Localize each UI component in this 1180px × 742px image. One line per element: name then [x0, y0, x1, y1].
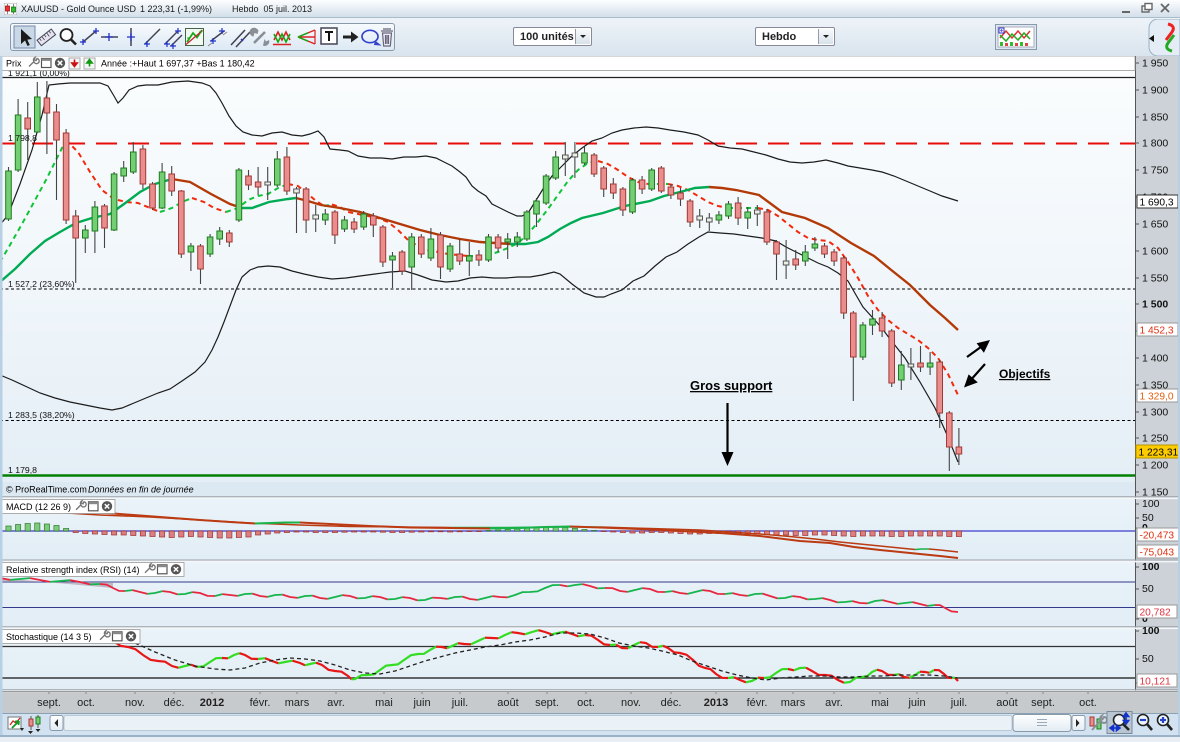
svg-text:100: 100 [1142, 498, 1160, 510]
svg-text:1 300: 1 300 [1142, 407, 1168, 419]
svg-text:juin: juin [907, 697, 925, 709]
svg-text:1 600: 1 600 [1142, 246, 1168, 258]
svg-text:1 921,1 (0,00%): 1 921,1 (0,00%) [8, 68, 70, 78]
svg-text:sept.: sept. [1031, 697, 1055, 709]
svg-text:mars: mars [781, 697, 806, 709]
svg-text:2012: 2012 [200, 697, 224, 709]
svg-text:© ProRealTime.com: © ProRealTime.com [6, 485, 87, 495]
svg-text:Relative strength index (RSI): Relative strength index (RSI) (14) [6, 565, 140, 575]
svg-text:févr.: févr. [747, 697, 768, 709]
svg-text:1 527,2 (23,60%): 1 527,2 (23,60%) [8, 279, 75, 289]
svg-text:juil.: juil. [451, 697, 469, 709]
svg-text:Année :+Haut 1 697,37 +Bas 1 1: Année :+Haut 1 697,37 +Bas 1 180,42 [101, 59, 255, 69]
svg-text:Objectifs: Objectifs [999, 367, 1051, 381]
svg-text:oct.: oct. [577, 697, 595, 709]
svg-text:nov.: nov. [621, 697, 641, 709]
svg-text:10,121: 10,121 [1140, 677, 1171, 688]
svg-text:févr.: févr. [250, 697, 271, 709]
svg-text:août: août [996, 697, 1017, 709]
svg-text:sept.: sept. [535, 697, 559, 709]
svg-text:1 850: 1 850 [1142, 112, 1168, 124]
svg-text:1 800: 1 800 [1142, 138, 1168, 150]
svg-text:-75,043: -75,043 [1140, 548, 1175, 559]
svg-text:sept.: sept. [37, 697, 61, 709]
svg-text:50: 50 [1142, 512, 1154, 524]
svg-text:nov.: nov. [125, 697, 145, 709]
svg-text:oct.: oct. [1079, 697, 1097, 709]
svg-text:1 400: 1 400 [1142, 353, 1168, 365]
svg-text:1 650: 1 650 [1142, 219, 1168, 231]
svg-text:déc.: déc. [164, 697, 185, 709]
svg-text:1 283,5 (38,20%): 1 283,5 (38,20%) [8, 410, 75, 420]
svg-text:1 500: 1 500 [1142, 299, 1168, 311]
svg-text:1 750: 1 750 [1142, 165, 1168, 177]
svg-text:juin: juin [412, 697, 430, 709]
svg-text:1 798,8: 1 798,8 [8, 133, 37, 143]
svg-text:oct.: oct. [77, 697, 95, 709]
svg-text:1 223,31: 1 223,31 [1139, 448, 1179, 459]
svg-text:2013: 2013 [704, 697, 728, 709]
svg-text:1 950: 1 950 [1142, 58, 1168, 70]
svg-text:mars: mars [285, 697, 310, 709]
svg-text:Données en fin de journée: Données en fin de journée [88, 485, 194, 495]
svg-text:100: 100 [1142, 625, 1160, 637]
svg-text:MACD (12 26 9): MACD (12 26 9) [6, 502, 71, 512]
svg-text:juil.: juil. [950, 697, 968, 709]
svg-text:100: 100 [1142, 561, 1160, 573]
svg-text:août: août [497, 697, 518, 709]
svg-text:déc.: déc. [661, 697, 682, 709]
svg-text:1 329,0: 1 329,0 [1140, 392, 1174, 403]
svg-text:1 550: 1 550 [1142, 273, 1168, 285]
svg-text:Stochastique (14 3 5): Stochastique (14 3 5) [6, 632, 92, 642]
svg-text:mai: mai [871, 697, 889, 709]
svg-text:1 179,8: 1 179,8 [8, 465, 37, 475]
svg-text:1 452,3: 1 452,3 [1140, 326, 1174, 337]
svg-text:avr.: avr. [825, 697, 843, 709]
svg-text:Gros support: Gros support [690, 378, 773, 393]
svg-text:50: 50 [1142, 653, 1154, 665]
svg-text:avr.: avr. [327, 697, 345, 709]
svg-text:0: 0 [1142, 613, 1148, 625]
svg-text:20,782: 20,782 [1140, 608, 1171, 619]
svg-text:-20,473: -20,473 [1140, 531, 1175, 542]
svg-text:1 690,3: 1 690,3 [1140, 198, 1174, 209]
svg-text:mai: mai [375, 697, 393, 709]
svg-text:50: 50 [1142, 583, 1154, 595]
svg-text:1 900: 1 900 [1142, 85, 1168, 97]
svg-text:Prix: Prix [6, 59, 22, 69]
svg-text:1 200: 1 200 [1142, 460, 1168, 472]
svg-text:1 250: 1 250 [1142, 433, 1168, 445]
svg-text:1 150: 1 150 [1142, 487, 1168, 499]
